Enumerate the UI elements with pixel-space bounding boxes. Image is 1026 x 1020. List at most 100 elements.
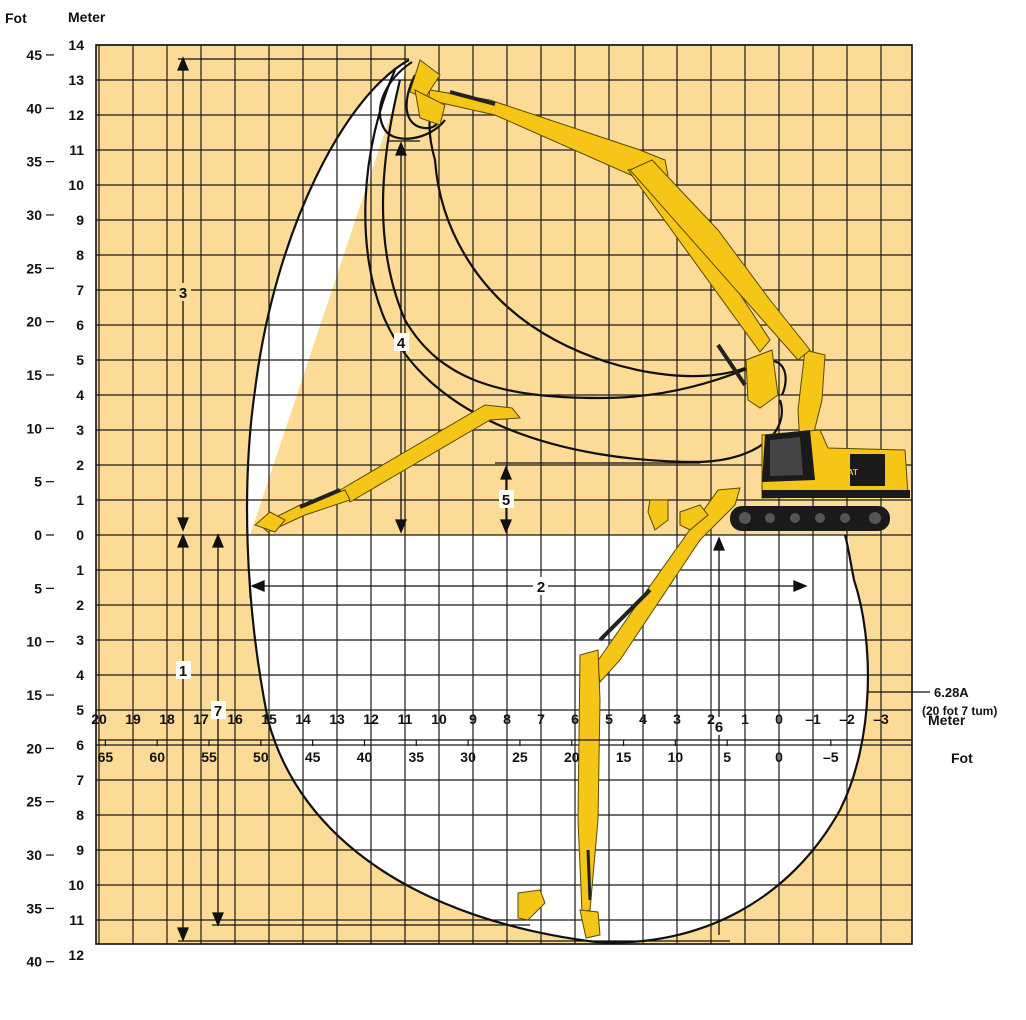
x-feet-tick-label: 5 (723, 749, 731, 765)
y-feet-tick-label: 5 (34, 580, 42, 596)
x-meter-tick-label: 12 (363, 711, 379, 727)
y-feet-tick-label: 30 (26, 207, 42, 223)
y-feet-tick-label: 35 (26, 900, 42, 916)
y-feet-tick-label: 5 (34, 474, 42, 490)
y-meter-tick-label: 3 (76, 632, 84, 648)
boom-top-position (409, 59, 779, 409)
x-feet-tick-label: 40 (357, 749, 373, 765)
x-meter-tick-label: 14 (295, 711, 311, 727)
y-meter-tick-label: 9 (76, 212, 84, 228)
y-meter-tick-label: 14 (68, 37, 84, 53)
y-meter-tick-label: 2 (76, 597, 84, 613)
callout-line2: (20 fot 7 tum) (922, 704, 997, 718)
inner-curve-top (405, 74, 746, 378)
x-meter-tick-label: 6 (571, 711, 579, 727)
dim-label-4: 4 (397, 335, 406, 352)
x-feet-tick-label: 10 (668, 749, 684, 765)
y-feet-tick-label: 20 (26, 740, 42, 756)
x-feet-tick-label: 65 (98, 749, 114, 765)
x-feet-tick-label: 15 (616, 749, 632, 765)
x-feet-tick-label: 60 (149, 749, 165, 765)
x-feet-tick-label: 20 (564, 749, 580, 765)
dim-label-2: 2 (537, 579, 545, 596)
plot-frame (95, 44, 913, 945)
dim-label-7: 7 (214, 703, 222, 720)
stick-cylinder (586, 849, 592, 901)
x-meter-tick-label: 10 (431, 711, 447, 727)
x-meter-tick-label: –2 (839, 711, 855, 727)
counterweight-stripe (762, 490, 910, 498)
y-feet-tick-label: 35 (26, 154, 42, 170)
y-feet-tick-label: 25 (26, 260, 42, 276)
dim-label-6: 6 (715, 719, 723, 736)
x-axis-meter-ticks: 20 19 18 17 16 15 14 13 12 11 10 9 8 7 6 5 4 3 2 1 0 –1 –2 –3 (91, 711, 889, 727)
dimension-number-labels: 3 1 7 4 5 2 6 (176, 283, 727, 736)
x-feet-tick-label: –5 (823, 749, 839, 765)
track (730, 506, 890, 531)
x-meter-tick-label: 13 (329, 711, 345, 727)
x-feet-tick-label: 25 (512, 749, 528, 765)
y-meter-tick-label: 12 (68, 107, 84, 123)
y-meter-tick-label: 1 (76, 492, 84, 508)
x-feet-tick-label: 35 (408, 749, 424, 765)
x-axis-feet-ticks: 65 60 55 50 45 40 35 30 25 20 15 10 5 0 –5 (98, 740, 839, 765)
dimension-arrows (177, 56, 930, 942)
y-meter-tick-label: 3 (76, 422, 84, 438)
y-meter-tick-label: 8 (76, 807, 84, 823)
x-meter-tick-label: 19 (125, 711, 141, 727)
y-feet-tick-label: 30 (26, 847, 42, 863)
y-meter-tick-label: 5 (76, 352, 84, 368)
x-feet-tick-label: 50 (253, 749, 269, 765)
y-meter-tick-label: 1 (76, 562, 84, 578)
envelope-outline (245, 59, 870, 944)
x-meter-tick-label: –1 (805, 711, 821, 727)
x-meter-tick-label: –3 (873, 711, 889, 727)
down-cylinder (598, 588, 652, 642)
dim-label-1: 1 (179, 663, 187, 680)
y-feet-tick-label: 15 (26, 687, 42, 703)
y-feet-tick-label: 0 (34, 527, 42, 543)
excavator-body: CAT (730, 429, 910, 531)
track-rollers (739, 512, 881, 524)
y-feet-tick-label: 45 (26, 47, 42, 63)
radiator-grille (850, 454, 885, 486)
y-meter-tick-label: 9 (76, 842, 84, 858)
mid-cylinder (299, 488, 341, 509)
boom-main (629, 159, 826, 446)
x-meter-tick-label: 11 (398, 711, 413, 727)
callout-line1: 6.28A (934, 685, 969, 700)
x-meter-tick-label: 2 (707, 711, 715, 727)
y-meter-tick-label: 7 (76, 282, 84, 298)
y-meter-tick-label: 6 (76, 317, 84, 333)
y-meter-tick-label: 7 (76, 772, 84, 788)
y-meter-tick-label: 10 (68, 177, 84, 193)
y-meter-tick-label: 0 (76, 527, 84, 543)
x-meter-tick-label: 1 (741, 711, 749, 727)
y-meter-tick-label: 10 (68, 877, 84, 893)
y-meter-tick-label: 4 (76, 667, 84, 683)
x-feet-tick-label: 55 (201, 749, 217, 765)
y-meter-tick-label: 11 (69, 912, 84, 928)
y-axis-feet-ticks: 45 40 35 30 25 20 15 10 5 0 5 10 15 20 25 30 35 40 (26, 47, 54, 970)
dim-label-5: 5 (502, 492, 510, 509)
y-feet-tick-label: 10 (26, 420, 42, 436)
x-meter-tick-label: 9 (469, 711, 477, 727)
y-meter-tick-label: 6 (76, 737, 84, 753)
x-meter-tick-label: 17 (193, 711, 209, 727)
y-meter-tick-label: 2 (76, 457, 84, 473)
y-meter-tick-label: 11 (69, 142, 84, 158)
y-meter-tick-label: 13 (68, 72, 84, 88)
top-hook (378, 61, 446, 140)
cat-logo-body: CAT (842, 468, 858, 477)
cab-window (770, 437, 803, 476)
x-meter-tick-label: 18 (159, 711, 175, 727)
y-meter-tick-label: 8 (76, 247, 84, 263)
boom-mid-left-position (254, 404, 521, 533)
dim-label-3: 3 (179, 285, 187, 302)
feet-axis-header: Fot (5, 10, 27, 26)
x-meter-tick-label: 3 (673, 711, 681, 727)
y-meter-tick-label: 12 (68, 947, 84, 963)
